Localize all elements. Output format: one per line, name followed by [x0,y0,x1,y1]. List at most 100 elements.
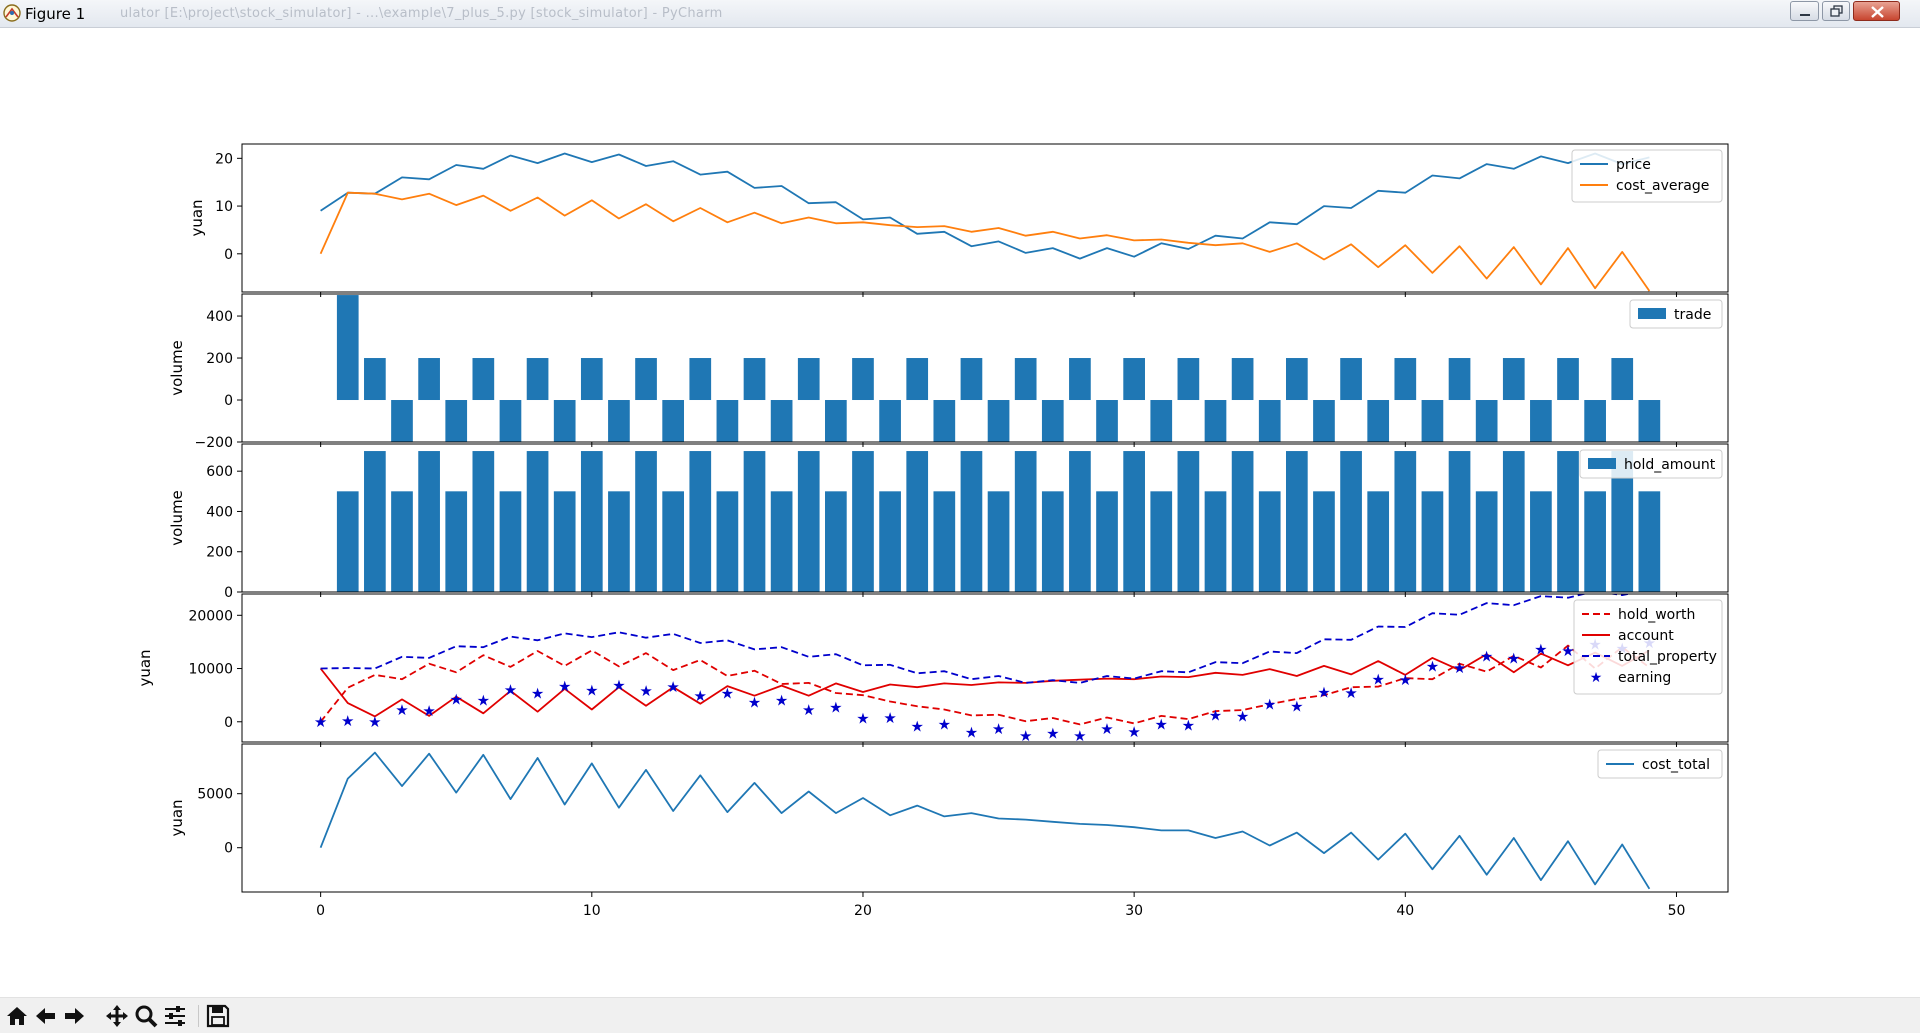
bar [1421,491,1444,592]
subplot-5: 0 5000 0 10 20 30 40 50 yuan cost_total [168,743,1729,919]
bar [770,400,793,442]
data-point: ★ [341,712,354,730]
bar [635,358,657,401]
bar [1204,400,1227,442]
data-point: ★ [639,682,652,700]
zoom-icon [135,1005,158,1028]
bar [499,491,522,592]
y-axis-label: yuan [188,199,206,236]
restore-button[interactable] [1822,1,1850,21]
axes-frame [241,443,1729,593]
legend-label: price [1616,157,1651,173]
zoom-button[interactable] [133,1003,159,1029]
bar [1530,400,1552,442]
save-button[interactable] [205,1003,231,1029]
home-button[interactable] [4,1003,30,1029]
bar [825,400,847,442]
close-button[interactable] [1853,1,1900,21]
minimize-button[interactable] [1790,1,1819,21]
bar [499,400,522,442]
forward-arrow-icon [65,1008,84,1024]
legend-swatch [1638,308,1666,319]
bar [743,451,766,592]
navigation-toolbar [0,997,1920,1033]
subplot-1: 0 10 20 yuan price cost_average [188,143,1729,297]
bar [418,451,440,592]
legend-box [1571,149,1723,203]
x-tick-label: 40 [1396,903,1414,919]
configure-subplots-button[interactable] [162,1003,188,1029]
bar [1096,491,1118,592]
bar [526,358,549,401]
bar [1041,400,1064,442]
data-point: ★ [1290,697,1303,715]
bar [635,451,657,592]
bar [553,400,576,442]
bar [336,491,359,592]
data-point: ★ [1399,671,1412,689]
bar [364,358,386,401]
y-tick-label: 10 [215,199,233,215]
bar [1340,451,1362,592]
data-point: ★ [504,681,517,699]
bar [472,358,495,401]
series-line [319,649,1650,718]
bar [608,491,630,592]
data-point: ★ [585,681,598,699]
data-point: ★ [1344,684,1357,702]
bar [906,358,929,401]
data-point: ★ [1480,647,1493,665]
bar [1123,451,1145,592]
pan-button[interactable] [104,1003,130,1029]
bar [1285,451,1308,592]
bar [1014,451,1037,592]
bar [1638,400,1661,442]
figure-canvas[interactable]: 0 10 20 yuan price cost_average −200 0 200 400 vol… [0,28,1920,997]
data-point: ★ [449,690,462,708]
bar [770,491,793,592]
bar [1313,491,1335,592]
bar [1014,358,1037,401]
data-point: ★ [992,720,1005,738]
plot-area [319,152,1651,292]
x-tick-label: 10 [583,903,601,919]
bar [879,400,901,442]
bar [1258,400,1281,442]
y-tick-label: 200 [206,351,233,367]
data-point: ★ [1100,720,1113,738]
bar [1530,491,1552,592]
bar [1123,358,1145,401]
legend-box [1629,299,1723,329]
data-point: ★ [883,709,896,727]
data-point: ★ [477,691,490,709]
y-tick-label: 20000 [188,608,233,624]
bar [1448,451,1471,592]
data-point: ★ [775,691,788,709]
y-tick-label: 400 [206,504,233,520]
y-axis-label: yuan [168,799,186,836]
data-point: ★ [314,713,327,731]
data-point: ★ [1317,683,1330,701]
data-point: ★ [1155,715,1168,733]
bar [1313,400,1335,442]
save-icon [206,1004,230,1028]
bar [797,451,820,592]
window-title-bar[interactable]: Figure 1 ulator [E:\project\stock_simula… [0,0,1920,28]
legend-label: total_property [1618,649,1717,665]
plot-area [336,295,1661,442]
axes-frame [241,143,1729,293]
y-tick-label: 400 [206,309,233,325]
data-point: ★ [802,701,815,719]
data-point: ★ [748,694,761,712]
bar [336,295,359,401]
bar [1394,451,1417,592]
x-tick-label: 50 [1668,903,1686,919]
data-point: ★ [531,685,544,703]
forward-button[interactable] [61,1003,87,1029]
back-button[interactable] [33,1003,59,1029]
bar [987,400,1010,442]
y-axis-label: volume [168,340,186,396]
bar [662,400,685,442]
data-point: ★ [1263,696,1276,714]
bar [933,400,956,442]
